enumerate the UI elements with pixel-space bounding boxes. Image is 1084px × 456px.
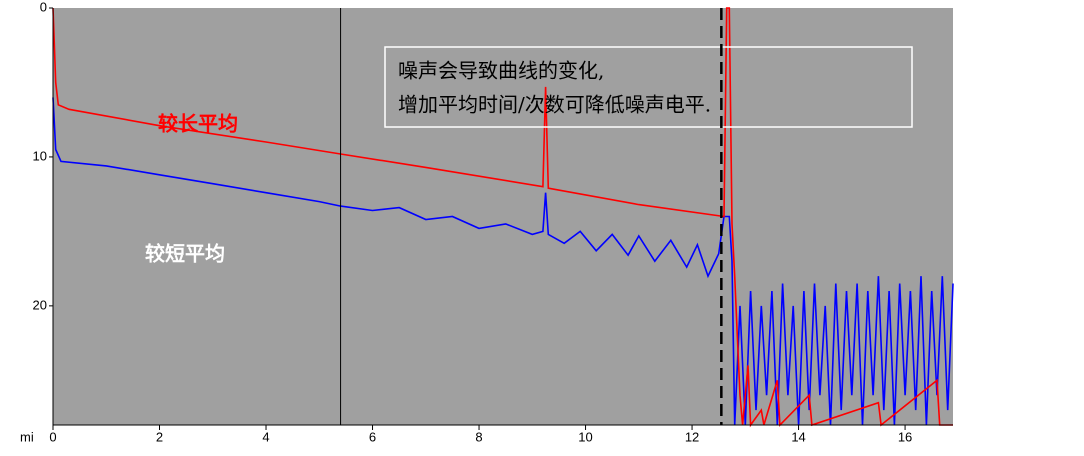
x-tick-label: 6 [369,429,376,444]
series-line [52,7,953,428]
annotation: 噪声会导致曲线的变化, [398,59,604,83]
y-tick-label: 10 [33,148,47,163]
x-tick-label: 10 [578,429,592,444]
series-line [52,97,954,426]
plot-area [53,8,953,425]
x-tick-label: 2 [156,429,163,444]
x-axis-label: mi [20,429,34,444]
x-tick-label: 14 [791,429,805,444]
x-tick-label: 16 [898,429,912,444]
series-label: 较长平均 [158,112,238,136]
x-tick-label: 12 [685,429,699,444]
annotation: 增加平均时间/次数可降低噪声电平. [398,93,711,117]
y-tick-label: 20 [33,297,47,312]
x-tick-label: 4 [262,429,269,444]
annotation-box [384,46,913,128]
x-tick-label: 8 [475,429,482,444]
series-label: 较短平均 [145,242,225,266]
y-tick-label: 0 [40,0,47,14]
x-tick-label: 0 [49,429,56,444]
